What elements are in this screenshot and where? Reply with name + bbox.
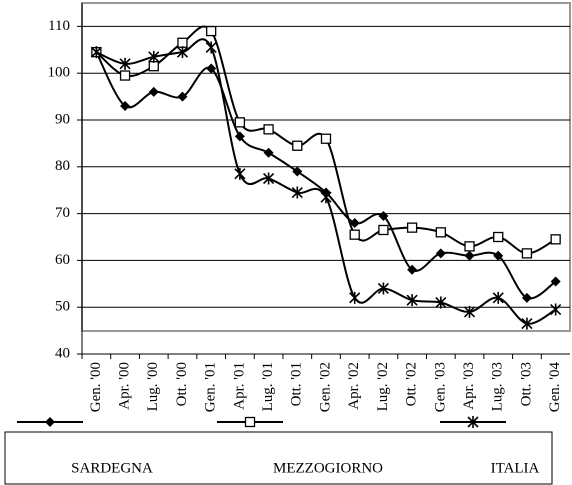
marker: [234, 167, 246, 180]
x-tick-label: Ott. '03: [518, 362, 534, 406]
marker: [435, 296, 447, 309]
legend-marker: [244, 416, 256, 428]
marker: [378, 224, 389, 236]
y-tick-label: 70: [55, 205, 70, 221]
marker: [492, 291, 504, 304]
marker: [378, 210, 389, 221]
x-tick-label: Ott. '00: [174, 362, 190, 406]
marker: [234, 117, 246, 128]
marker: [493, 250, 504, 261]
x-tick-label: Apr. '00: [116, 362, 132, 410]
marker: [148, 61, 159, 72]
marker: [349, 229, 360, 240]
legend-label: SARDEGNA: [71, 460, 153, 476]
marker: [493, 231, 504, 243]
legend-marker: [467, 416, 479, 428]
marker: [90, 46, 102, 59]
x-tick-label: Ott. '02: [404, 362, 420, 406]
marker: [521, 317, 533, 330]
legend-marker: [45, 417, 55, 427]
marker: [407, 264, 418, 275]
x-tick-label: Lug. '01: [260, 362, 276, 411]
marker: [521, 292, 532, 303]
x-tick-label: Lug. '00: [145, 362, 161, 411]
marker: [464, 250, 475, 261]
x-tick-label: Gen. '04: [547, 362, 563, 413]
marker: [377, 282, 389, 295]
x-tick-label: Apr. '01: [231, 362, 247, 410]
marker: [177, 37, 188, 48]
marker: [234, 131, 245, 142]
y-tick-label: 100: [48, 65, 71, 81]
x-tick-label: Apr. '03: [461, 362, 477, 410]
marker: [263, 124, 274, 135]
marker: [464, 241, 475, 252]
x-tick-label: Gen. '03: [432, 362, 448, 412]
x-tick-label: Apr. '02: [346, 362, 362, 410]
marker: [148, 50, 160, 63]
marker: [435, 248, 446, 259]
x-tick-label: Gen. '01: [203, 362, 219, 412]
marker: [521, 248, 533, 259]
marker: [176, 46, 189, 59]
legend-box: [4, 431, 553, 485]
legend-label: ITALIA: [491, 460, 540, 476]
marker: [177, 91, 188, 102]
marker: [550, 303, 562, 316]
marker: [119, 70, 131, 81]
marker: [292, 166, 303, 177]
y-tick-label: 40: [55, 345, 70, 361]
legend-label: MEZZOGIORNO: [273, 460, 383, 476]
marker: [263, 172, 275, 185]
marker: [463, 305, 476, 318]
marker: [550, 234, 561, 245]
marker: [263, 147, 274, 158]
marker: [148, 86, 159, 97]
marker: [206, 25, 217, 37]
marker: [291, 186, 303, 199]
y-tick-label: 110: [48, 18, 70, 34]
y-tick-label: 50: [55, 299, 70, 315]
marker: [435, 227, 446, 238]
marker: [349, 217, 360, 228]
marker: [320, 133, 332, 144]
marker: [119, 57, 131, 70]
y-tick-label: 90: [55, 111, 70, 127]
marker: [206, 63, 217, 74]
x-tick-label: Gen. '00: [88, 362, 104, 412]
marker: [406, 294, 418, 307]
x-tick-label: Gen. '02: [317, 362, 333, 412]
x-tick-label: Lug. '02: [375, 362, 391, 411]
marker: [292, 140, 303, 151]
marker: [550, 276, 561, 287]
marker: [320, 191, 332, 204]
y-tick-label: 60: [55, 252, 70, 268]
marker: [120, 100, 131, 111]
marker: [205, 41, 217, 54]
series-line: [95, 38, 557, 325]
x-tick-label: Ott. '01: [289, 362, 305, 406]
x-tick-label: Lug. '03: [490, 362, 506, 411]
y-tick-label: 80: [55, 158, 70, 174]
marker: [406, 222, 418, 233]
marker: [349, 291, 361, 304]
series-line: [95, 51, 557, 300]
